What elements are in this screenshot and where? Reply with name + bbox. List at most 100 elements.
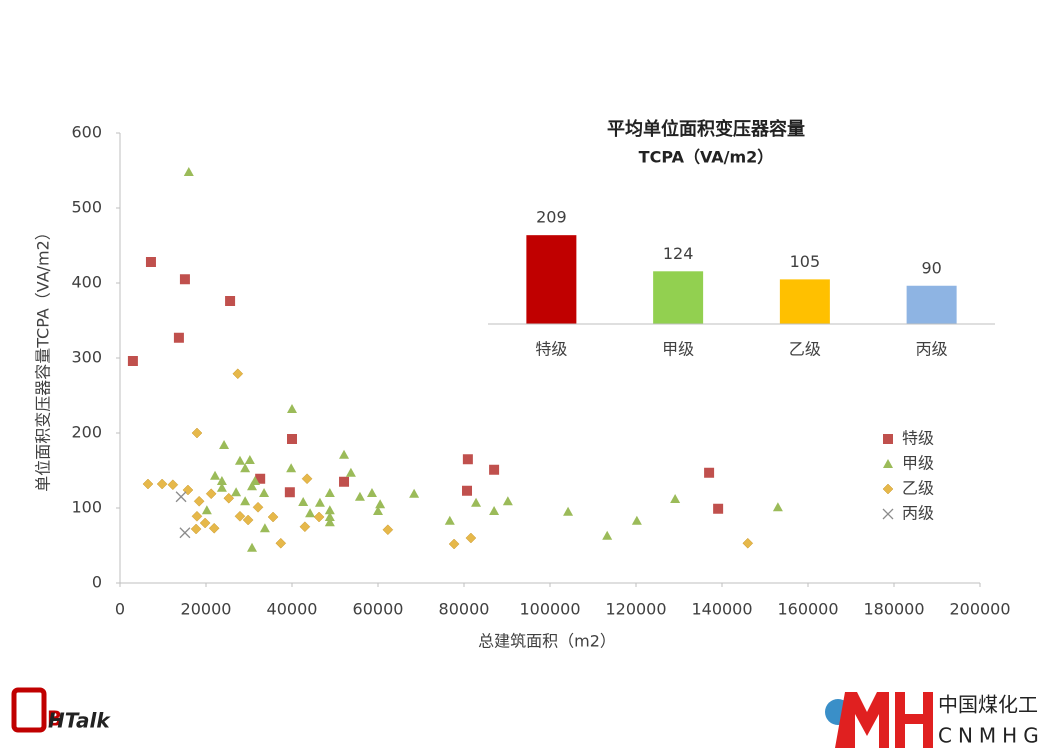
marker-diamond — [199, 517, 211, 529]
x-tick-label: 特级 — [535, 340, 567, 359]
marker-diamond — [234, 510, 246, 522]
marker-diamond — [142, 478, 154, 490]
marker-triangle — [216, 482, 227, 492]
marker-diamond — [252, 501, 264, 513]
marker-x — [175, 491, 187, 503]
value-label: 90 — [921, 258, 941, 277]
marker-diamond — [191, 510, 203, 522]
logo-left: HTalk — [48, 709, 111, 733]
legend-marker — [883, 459, 893, 468]
legend-marker — [882, 508, 894, 520]
marker-triangle — [247, 542, 258, 552]
y-tick-label: 400 — [71, 273, 102, 292]
value-label: 124 — [663, 244, 694, 263]
marker-square — [462, 485, 473, 496]
x-tick-label: 20000 — [181, 600, 232, 619]
x-tick-label: 乙级 — [789, 340, 821, 359]
marker-x-stroke — [882, 508, 894, 520]
marker-diamond — [465, 532, 477, 544]
y-tick-label: 500 — [71, 198, 102, 217]
marker-triangle — [305, 508, 316, 518]
marker-diamond — [167, 479, 179, 491]
marker-diamond — [190, 523, 202, 535]
y-tick-label: 200 — [71, 423, 102, 442]
marker-square — [173, 332, 184, 343]
y-tick-label: 0 — [92, 573, 102, 592]
x-tick-label: 100000 — [519, 600, 580, 619]
marker-triangle — [324, 517, 335, 527]
marker-triangle — [324, 505, 335, 515]
marker-diamond — [301, 473, 313, 485]
marker-x-stroke — [179, 527, 191, 539]
x-tick-label: 丙级 — [916, 340, 948, 359]
bar — [526, 235, 577, 324]
bar — [906, 285, 957, 324]
marker-triangle — [444, 515, 455, 525]
logo-mark — [835, 692, 933, 748]
x-tick-label: 60000 — [353, 600, 404, 619]
value-label: 105 — [790, 252, 821, 271]
marker-diamond — [742, 537, 754, 549]
legend-marker — [883, 434, 893, 444]
marker-triangle — [231, 487, 242, 497]
legend-label: 甲级 — [902, 454, 934, 473]
marker-triangle — [375, 499, 386, 509]
marker-triangle — [502, 496, 513, 506]
marker-triangle — [219, 440, 230, 449]
marker-triangle — [244, 455, 255, 464]
marker-diamond — [313, 511, 325, 523]
marker-triangle — [354, 491, 365, 501]
marker-triangle — [339, 449, 350, 459]
marker-triangle — [366, 488, 377, 497]
marker-square — [225, 296, 236, 306]
marker-diamond — [223, 492, 235, 504]
logo-initial: B — [47, 707, 62, 731]
marker-triangle — [631, 515, 642, 525]
x-tick-label: 40000 — [267, 600, 318, 619]
marker-triangle — [324, 512, 335, 521]
marker-triangle — [409, 488, 420, 498]
marker-triangle — [210, 470, 221, 480]
x-tick-label: 180000 — [863, 600, 924, 619]
marker-square — [284, 487, 295, 498]
marker-triangle — [183, 167, 194, 176]
inset-title: 平均单位面积变压器容量 — [607, 118, 805, 140]
marker-diamond — [193, 495, 205, 507]
marker-square — [287, 434, 297, 444]
marker-diamond — [275, 537, 287, 549]
x-axis-label: 总建筑面积（m2） — [478, 632, 616, 651]
x-tick-label: 200000 — [949, 600, 1010, 619]
marker-diamond — [448, 538, 460, 550]
marker-triangle — [240, 496, 251, 506]
marker-square — [713, 503, 724, 514]
bar — [779, 279, 830, 324]
marker-triangle — [670, 494, 681, 503]
marker-diamond — [205, 488, 217, 500]
y-axis-label: 单位面积变压器容量TCPA（VA/m2） — [34, 224, 53, 492]
marker-triangle — [772, 502, 783, 512]
x-tick-label: 160000 — [777, 600, 838, 619]
marker-triangle — [201, 505, 212, 515]
marker-triangle — [345, 467, 356, 477]
y-tick-label: 600 — [71, 123, 102, 142]
marker-diamond — [208, 522, 220, 534]
logo-box — [11, 687, 47, 733]
x-tick-label: 80000 — [439, 600, 490, 619]
marker-triangle — [489, 506, 500, 515]
marker-square — [255, 473, 266, 484]
marker-triangle — [286, 463, 297, 473]
inset-subtitle: TCPA（VA/m2） — [639, 148, 774, 167]
marker-triangle — [602, 530, 613, 540]
marker-square — [145, 257, 156, 267]
logo-cn: 中国煤化工 — [938, 693, 1038, 717]
marker-square — [489, 464, 500, 475]
marker-square — [704, 467, 715, 478]
y-tick-label: 300 — [71, 348, 102, 367]
marker-triangle — [259, 488, 270, 497]
x-tick-label: 0 — [115, 600, 125, 619]
marker-square — [339, 476, 350, 487]
x-tick-label: 120000 — [605, 600, 666, 619]
marker-triangle — [471, 497, 482, 507]
legend-marker — [882, 483, 894, 495]
marker-diamond — [267, 511, 279, 523]
